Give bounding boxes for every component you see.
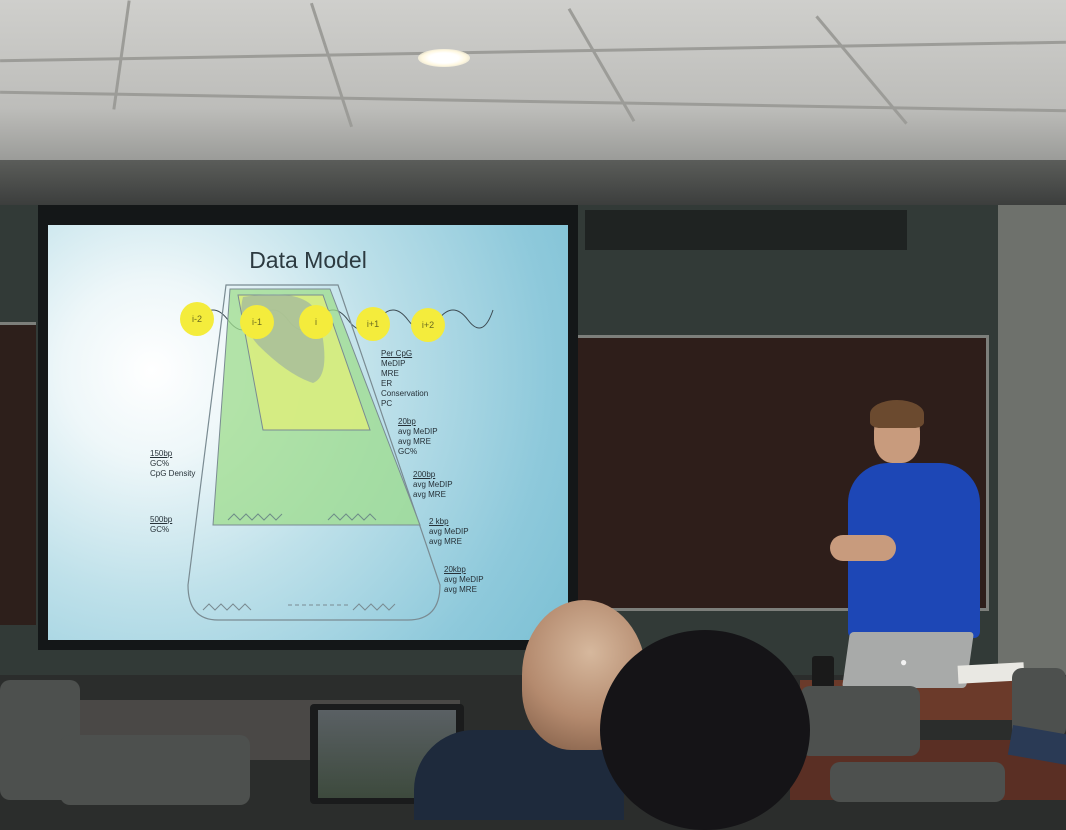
label-item: avg MRE <box>398 437 431 446</box>
audience-member-dark-hair <box>600 630 810 830</box>
presenter-hair <box>870 400 924 428</box>
label-item: ER <box>381 379 393 388</box>
label-item: avg MeDIP <box>413 480 453 489</box>
label-item: MeDIP <box>381 359 406 368</box>
label-item: GC% <box>398 447 418 456</box>
strand-marking <box>202 603 252 611</box>
label-heading: 500bp <box>150 515 173 524</box>
slide-title: Data Model <box>249 247 367 273</box>
apple-logo-icon: ● <box>900 655 908 669</box>
cpg-node: i-2 <box>180 302 214 336</box>
window-20kbp <box>187 284 441 621</box>
label-item: avg MRE <box>429 537 462 546</box>
data-model-diagram <box>187 284 494 621</box>
ceiling-grid-line <box>0 90 1066 113</box>
label-item: CpG Density <box>150 469 196 478</box>
side-wall <box>998 205 1066 675</box>
ceiling-grid-line <box>309 2 354 128</box>
left-board <box>0 322 36 625</box>
cup <box>812 656 834 688</box>
cpg-node: i-1 <box>240 305 274 339</box>
label-500bp: 500bp GC% <box>150 515 172 535</box>
ceiling <box>0 0 1066 180</box>
label-20kbp: 20kbp avg MeDIP avg MRE <box>444 565 484 595</box>
cpg-node: i+2 <box>411 308 445 342</box>
label-item: avg MeDIP <box>398 427 438 436</box>
ceiling-grid-line <box>567 7 636 123</box>
label-heading: 150bp <box>150 449 173 458</box>
ceiling-light <box>418 49 470 67</box>
label-item: GC% <box>150 525 170 534</box>
label-200bp: 200bp avg MeDIP avg MRE <box>413 470 453 500</box>
label-heading: 20kbp <box>444 565 466 574</box>
label-2kbp: 2 kbp avg MeDIP avg MRE <box>429 517 469 547</box>
label-item: avg MRE <box>444 585 477 594</box>
cpg-node: i <box>299 305 333 339</box>
label-heading: Per CpG <box>381 349 413 358</box>
projection-screen: Data Model i-2 i-1 i i+1 i+2 Per CpG MeD… <box>48 225 568 640</box>
ceiling-grid-line <box>0 40 1066 63</box>
label-item: Conservation <box>381 389 429 398</box>
chair <box>830 762 1005 802</box>
label-heading: 2 kbp <box>429 517 449 526</box>
label-item: PC <box>381 399 393 408</box>
label-item: avg MeDIP <box>429 527 469 536</box>
strand-marking <box>227 513 283 521</box>
label-heading: 20bp <box>398 417 416 426</box>
label-heading: 200bp <box>413 470 436 479</box>
label-item: avg MRE <box>413 490 446 499</box>
label-item: avg MeDIP <box>444 575 484 584</box>
label-150bp: 150bp GC% CpG Density <box>150 449 195 479</box>
label-20bp: 20bp avg MeDIP avg MRE GC% <box>398 417 438 457</box>
chair <box>800 686 920 756</box>
chair <box>60 735 250 805</box>
cpg-node: i+1 <box>356 307 390 341</box>
strand-marking <box>327 513 377 521</box>
soffit <box>0 160 1066 208</box>
strand-marking <box>352 603 396 611</box>
label-item: MRE <box>381 369 399 378</box>
screen-housing <box>585 210 907 250</box>
label-item: GC% <box>150 459 170 468</box>
presenter-hands <box>830 535 896 561</box>
label-per-cpg: Per CpG MeDIP MRE ER Conservation PC <box>381 349 428 409</box>
